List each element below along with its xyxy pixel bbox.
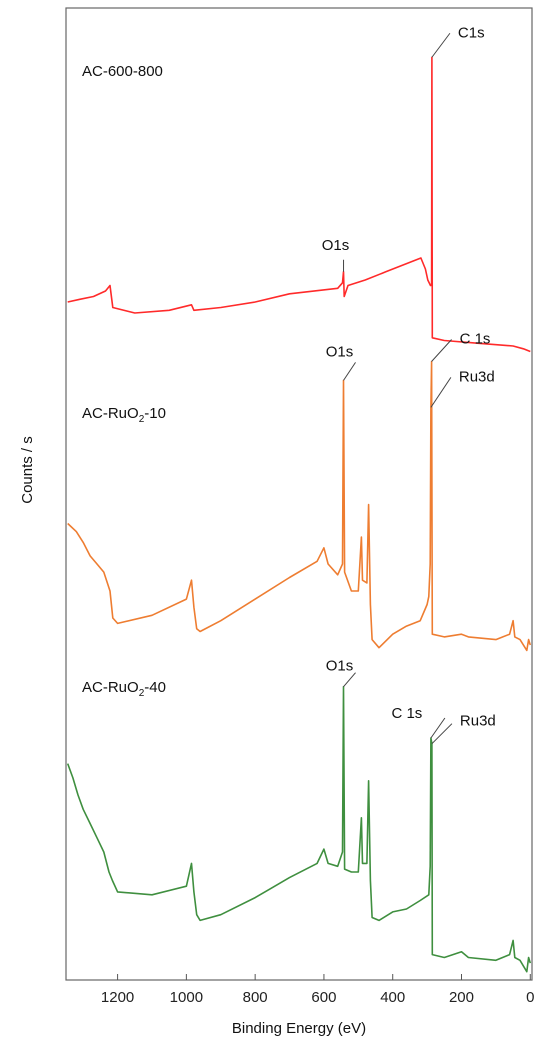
peak-label: O1s [326,658,354,675]
peak-label: O1s [326,343,354,360]
annotation-layer: O1s C1s O1s C 1s Ru3d O1s C 1s Ru3d [322,24,496,745]
peak-label: O1s [322,237,350,254]
plot-frame [65,7,533,981]
x-tick-label: 0 [526,989,534,1006]
x-tick-label: 1000 [170,989,203,1006]
peak-leader-line [431,339,452,362]
series-label-2: AC-RuO2-10 [82,405,166,425]
series-line-1 [67,56,531,353]
x-tick-label: 800 [243,989,268,1006]
series-label-layer: AC-600-800 AC-RuO2-10 AC-RuO2-40 [82,63,166,699]
peak-label: C 1s [391,705,422,722]
peak-leader-line [343,362,356,381]
peak-label: C 1s [460,331,491,348]
x-tick-label: 1200 [101,989,134,1006]
peak-label: Ru3d [459,368,495,385]
x-tick-label: 400 [380,989,405,1006]
series-label-1: AC-600-800 [82,63,163,80]
series-layer [66,56,532,973]
x-axis: 1200 1000 800 600 400 200 0 [101,974,534,1006]
series-line-3 [66,685,532,973]
peak-leader-line [430,717,446,739]
peak-label: Ru3d [460,713,496,730]
y-axis-label: Counts / s [19,436,36,504]
peak-leader-line [431,32,451,58]
x-tick-label: 600 [311,989,336,1006]
peak-label: C1s [458,24,485,41]
series-label-3: AC-RuO2-40 [82,679,166,699]
series-line-2 [67,360,532,652]
peak-leader-line [343,672,356,688]
x-tick-label: 200 [449,989,474,1006]
peak-leader-line [431,723,453,745]
peak-leader-line [430,377,452,408]
x-axis-label: Binding Energy (eV) [232,1020,366,1037]
